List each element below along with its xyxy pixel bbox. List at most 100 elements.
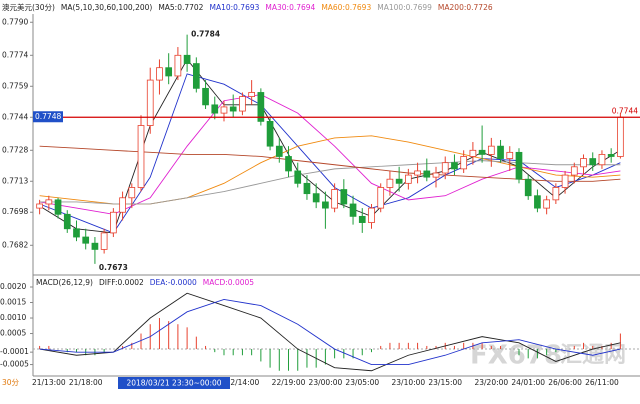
- x-tick-label: 21/13:00: [32, 378, 66, 387]
- y-tick-label: -0.0005: [0, 360, 29, 369]
- y-tick-label: 0.7759: [2, 81, 28, 90]
- y-tick-label: 0.7713: [2, 176, 28, 185]
- candle-body: [506, 151, 514, 159]
- candle-body: [312, 193, 320, 203]
- candle-body: [589, 158, 597, 166]
- macd-line: [39, 298, 621, 366]
- price-line-label: 0.7744: [612, 106, 638, 115]
- candle-body: [82, 236, 90, 244]
- candle-body: [174, 54, 182, 77]
- candle-body: [580, 158, 587, 168]
- candle-body: [469, 149, 477, 157]
- x-tick-label: 22/19:00: [272, 378, 306, 387]
- candle-body: [534, 195, 541, 209]
- candle-body: [478, 149, 486, 155]
- legend-entry: MA(5,10,30,60,100,200): [61, 3, 152, 12]
- x-tick-label: 22/14:00: [226, 378, 260, 387]
- x-tick-label: 21/18:00: [69, 378, 103, 387]
- candle-body: [257, 92, 265, 122]
- y-tick-label: -0.0001: [0, 347, 29, 356]
- candle-body: [73, 228, 80, 238]
- ma-line: [39, 160, 621, 205]
- legend-entry: 澳元美元(30分): [2, 2, 55, 12]
- candle-body: [441, 162, 449, 174]
- x-tick-label: 24/01:00: [511, 378, 545, 387]
- x-tick-label: 23/10:00: [392, 378, 426, 387]
- ma-line: [39, 94, 621, 215]
- candle-body: [405, 174, 412, 184]
- candle-body: [275, 145, 283, 157]
- candle-body: [239, 96, 246, 112]
- y-tick-label: 0.7728: [2, 145, 28, 154]
- x-tick-label: 23/20:00: [474, 378, 508, 387]
- candle-body: [229, 106, 237, 112]
- candle-body: [294, 170, 302, 184]
- candle-body: [598, 154, 606, 166]
- legend-entry: MACD(26,12,9): [36, 278, 93, 287]
- candle-body: [617, 116, 624, 157]
- candle-body: [156, 67, 163, 81]
- y-tick-label: 0.7744: [2, 112, 28, 121]
- candle-body: [377, 187, 385, 209]
- low-label: 0.7673: [99, 263, 128, 272]
- legend-entry: DIFF:0.0002: [99, 278, 144, 287]
- candle-body: [63, 213, 71, 230]
- y-tick-label: 0.7790: [2, 17, 28, 26]
- legend-entry: MA60:0.7693: [321, 3, 371, 12]
- candle-body: [183, 54, 191, 64]
- candle-body: [54, 199, 62, 215]
- candle-body: [137, 125, 145, 188]
- period-label: 30分: [2, 378, 20, 387]
- candle-body: [91, 242, 99, 250]
- candle-body: [322, 201, 329, 209]
- candle-body: [349, 203, 357, 217]
- candle-body: [524, 178, 532, 197]
- candle-body: [570, 166, 578, 176]
- candle-body: [451, 162, 458, 170]
- legend-entry: DEA:-0.0000: [150, 278, 197, 287]
- candle-body: [285, 156, 292, 172]
- candle-body: [202, 87, 209, 106]
- y-tick-label: 0.0020: [0, 282, 26, 291]
- candle-body: [45, 199, 53, 205]
- candle-body: [331, 189, 338, 209]
- candle-body: [607, 154, 615, 157]
- candle-body: [368, 207, 375, 223]
- candle-body: [192, 63, 200, 89]
- candle-body: [128, 187, 136, 199]
- x-tick-label: 23/05:00: [345, 378, 379, 387]
- y-tick-label: 0.0010: [0, 313, 26, 322]
- x-tick-label: 26/11:00: [585, 378, 619, 387]
- macd-line: [39, 292, 621, 372]
- candle-body: [110, 211, 117, 234]
- candle-body: [358, 215, 366, 223]
- candle-body: [552, 187, 560, 201]
- candle-body: [266, 120, 274, 147]
- legend-entry: MA10:0.7693: [209, 3, 259, 12]
- y-tick-label: 0.0005: [0, 329, 26, 338]
- y-tick-label: 0.7698: [2, 207, 28, 216]
- cursor-price-box: [33, 111, 63, 123]
- legend-entry: MACD:0.0005: [203, 278, 254, 287]
- candle-body: [165, 67, 173, 77]
- y-tick-label: 0.7682: [2, 240, 28, 249]
- watermark: FX678: [470, 341, 562, 371]
- x-tick-label: 23/00:00: [309, 378, 343, 387]
- legend-entry: MA200:0.7726: [438, 3, 493, 12]
- candle-body: [515, 151, 523, 180]
- legend-entry: MA30:0.7694: [265, 3, 315, 12]
- candle-body: [340, 189, 348, 205]
- candle-body: [248, 92, 255, 98]
- candle-body: [561, 174, 569, 188]
- legend-entry: MA5:0.7702: [158, 3, 203, 12]
- x-tick-label: 26/06:00: [548, 378, 582, 387]
- candle-body: [497, 145, 504, 159]
- candle-body: [303, 182, 311, 195]
- candle-body: [220, 106, 228, 114]
- candle-body: [386, 178, 394, 188]
- candle-body: [432, 172, 440, 178]
- candle-body: [395, 178, 403, 184]
- candle-body: [414, 170, 421, 176]
